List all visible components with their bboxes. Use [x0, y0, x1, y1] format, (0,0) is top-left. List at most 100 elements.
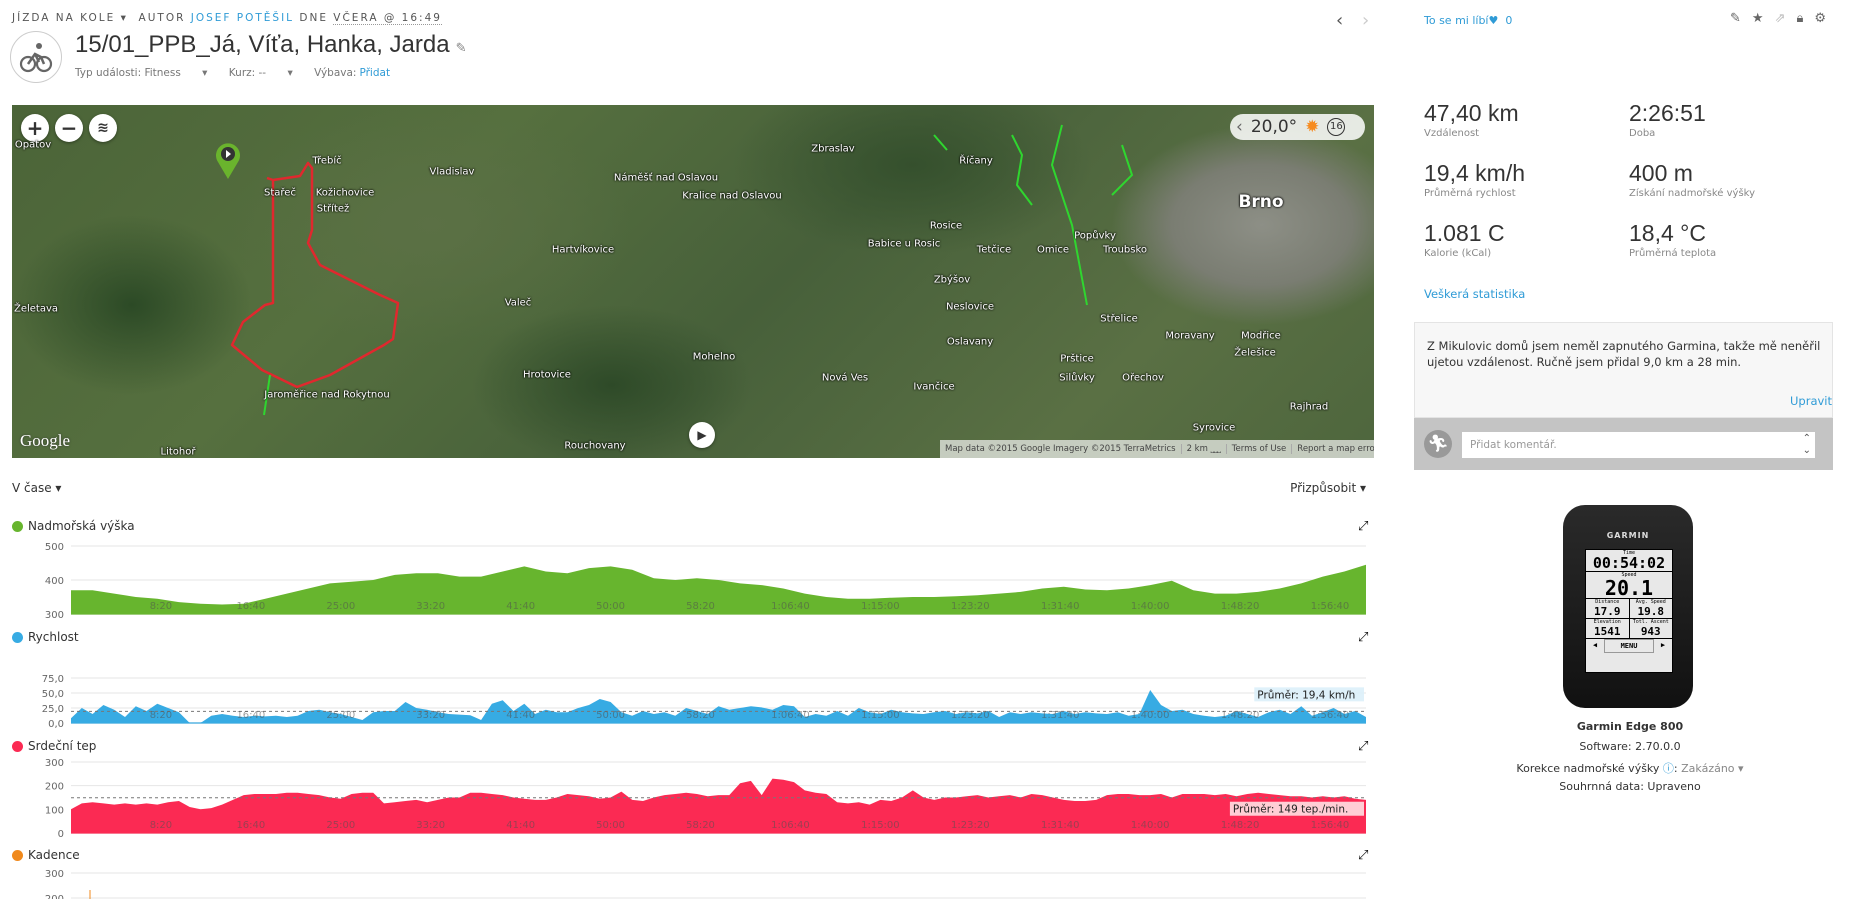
report-error-link[interactable]: Report a map error	[1297, 444, 1374, 454]
track-segment	[933, 134, 948, 151]
resize-stepper-icon[interactable]: ⌃ ⌄	[1802, 433, 1811, 456]
screen-distance-label: Distance	[1595, 599, 1620, 605]
gear-label: Výbava:	[314, 67, 357, 79]
y-tick-label: 200	[45, 894, 64, 899]
share-icon[interactable]: ⇗	[1774, 11, 1786, 26]
activity-title[interactable]: 15/01_PPB_Já, Víťa, Hanka, Jarda	[75, 31, 450, 58]
y-tick-label: 500	[45, 542, 64, 553]
activity-description: Z Mikulovic domů jsem neměl zapnutého Ga…	[1427, 339, 1821, 369]
help-icon[interactable]: ⓘ	[1662, 762, 1674, 775]
x-tick-label: 58:20	[686, 601, 715, 612]
x-tick-label: 8:20	[150, 820, 172, 831]
y-tick-label: 75,0	[42, 674, 64, 685]
x-tick-label: 33:20	[416, 820, 445, 831]
page-title: 15/01_PPB_Já, Víťa, Hanka, Jarda ✎	[75, 31, 466, 59]
pencil-icon[interactable]: ✎	[1730, 11, 1741, 26]
event-type-dropdown[interactable]: Typ události: Fitness ▾	[75, 67, 208, 79]
play-button[interactable]: ▶	[689, 422, 715, 448]
average-label: Průměr: 149 tep./min.	[1233, 804, 1348, 816]
star-icon[interactable]: ★	[1751, 11, 1764, 26]
chevron-left-icon[interactable]: ‹	[1236, 117, 1243, 137]
map[interactable]: + − ≋ ‹ 20,0° ✹ 16 Opatov Třebíč Stařeč Kož…	[12, 105, 1374, 458]
map-place-label: Střelice	[1100, 313, 1138, 325]
average-label: Průměr: 19,4 km/h	[1257, 689, 1355, 701]
like-button[interactable]: To se mi líbí♥ 0	[1424, 14, 1512, 27]
screen-menu: MENU	[1604, 639, 1654, 653]
x-tick-label: 41:40	[506, 710, 535, 721]
x-tick-label: 1:23:20	[951, 820, 990, 831]
stat-duration: 2:26:51 Doba	[1629, 100, 1706, 139]
stat-label: Vzdálenost	[1424, 128, 1480, 139]
description-box	[1414, 322, 1833, 418]
author-link[interactable]: JOSEF POTĚŠIL	[190, 12, 295, 24]
track-segment	[1050, 124, 1088, 306]
all-stats-link[interactable]: Veškerá statistika	[1424, 287, 1526, 301]
customize-dropdown[interactable]: Přizpůsobit ▾	[1290, 481, 1366, 495]
legend-dot	[12, 740, 23, 752]
map-place-label: Brno	[1238, 192, 1284, 212]
activity-type-dropdown[interactable]: JÍZDA NA KOLE ▾	[12, 12, 128, 24]
map-place-label: Tetčice	[976, 244, 1012, 256]
elevation-correction-dropdown[interactable]: Zakázáno ▾	[1681, 762, 1744, 775]
chevron-left-icon[interactable]: ‹	[1336, 10, 1344, 31]
pencil-icon[interactable]: ✎	[455, 40, 467, 55]
screen-distance: 17.9	[1594, 605, 1621, 618]
x-tick-label: 16:40	[236, 710, 265, 721]
expand-icon[interactable]: ⤢	[1358, 630, 1369, 645]
map-place-label: Třebíč	[312, 155, 342, 167]
expand-icon[interactable]: ⤢	[1358, 519, 1369, 534]
x-axis-mode-dropdown[interactable]: V čase ▾	[12, 481, 62, 495]
area-series	[71, 564, 1366, 614]
map-place-label: Moravany	[1165, 330, 1215, 342]
screen-elevation-label: Elevation	[1593, 619, 1621, 625]
edit-description-link[interactable]: Upravit	[1790, 394, 1833, 408]
x-tick-label: 1:31:40	[1041, 820, 1080, 831]
gear-add-link[interactable]: Přidat	[359, 67, 391, 79]
weather-widget[interactable]: ‹ 20,0° ✹ 16	[1230, 114, 1365, 140]
map-attribution: Map data ©2015 Google Imagery ©2015 Terr…	[940, 440, 1374, 458]
zoom-in-button[interactable]: +	[21, 114, 49, 142]
map-place-label: Vladislav	[429, 166, 475, 178]
terms-link[interactable]: Terms of Use	[1227, 444, 1293, 454]
map-place-label: Kralice nad Oslavou	[682, 190, 782, 202]
zoom-out-button[interactable]: −	[55, 114, 83, 142]
screen-speed-label: Speed	[1586, 571, 1672, 578]
x-tick-label: 41:40	[506, 601, 535, 612]
activity-charts[interactable]: 500 400 300 8:20 16:40 25:00 33:20 41:40 50:00 58…	[0, 0, 1400, 899]
expand-icon[interactable]: ⤢	[1358, 739, 1369, 754]
map-place-label: Želetava	[13, 303, 59, 315]
layers-icon[interactable]: ≋	[89, 114, 117, 142]
gear-icon[interactable]: ⚙	[1814, 11, 1827, 26]
stat-avg-temperature: 18,4 °C Průměrná teplota	[1629, 220, 1716, 259]
x-tick-label: 50:00	[596, 820, 625, 831]
comment-input[interactable]: Přidat komentář. ⌃ ⌄	[1462, 432, 1815, 458]
screen-ascent: 943	[1640, 625, 1661, 638]
map-place-label: Kožichovice	[315, 187, 375, 199]
runner-avatar-icon: 🏃︎	[1424, 430, 1452, 458]
expand-icon[interactable]: ⤢	[1358, 848, 1369, 863]
activity-type-label: JÍZDA NA KOLE	[12, 12, 116, 24]
x-tick-label: 1:40:00	[1131, 710, 1170, 721]
x-tick-label: 1:31:40	[1041, 601, 1080, 612]
map-place-label: Zbýšov	[933, 274, 971, 286]
map-place-label: Babice u Rosic	[867, 238, 941, 250]
chart-legend-elevation: Nadmořská výška	[12, 519, 135, 533]
lock-icon[interactable]: 🔒︎	[1796, 11, 1804, 26]
map-place-label: Ořechov	[1122, 372, 1164, 384]
x-tick-label: 50:00	[596, 710, 625, 721]
x-tick-label: 16:40	[236, 601, 265, 612]
x-tick-label: 1:48:20	[1221, 601, 1260, 612]
x-tick-label: 25:00	[326, 710, 355, 721]
chevron-right-icon[interactable]: ›	[1362, 10, 1370, 31]
map-place-label: Syrovice	[1192, 422, 1236, 434]
legend-label: Srdeční tep	[28, 739, 97, 753]
course-dropdown[interactable]: Kurz: -- ▾	[228, 67, 293, 79]
garmin-device-image: GARMIN Time 00:54:02 Speed 20.1 Distance…	[1563, 505, 1693, 708]
stat-value: 400 m	[1629, 160, 1693, 186]
screen-avg-speed-label: Avg. Speed	[1635, 599, 1666, 605]
elevation-correction-label: Korekce nadmořské výšky	[1516, 762, 1660, 775]
start-pin-icon[interactable]	[214, 140, 242, 184]
weather-temp: 20,0°	[1250, 117, 1298, 137]
route-line	[230, 161, 400, 389]
legend-dot	[12, 849, 23, 861]
